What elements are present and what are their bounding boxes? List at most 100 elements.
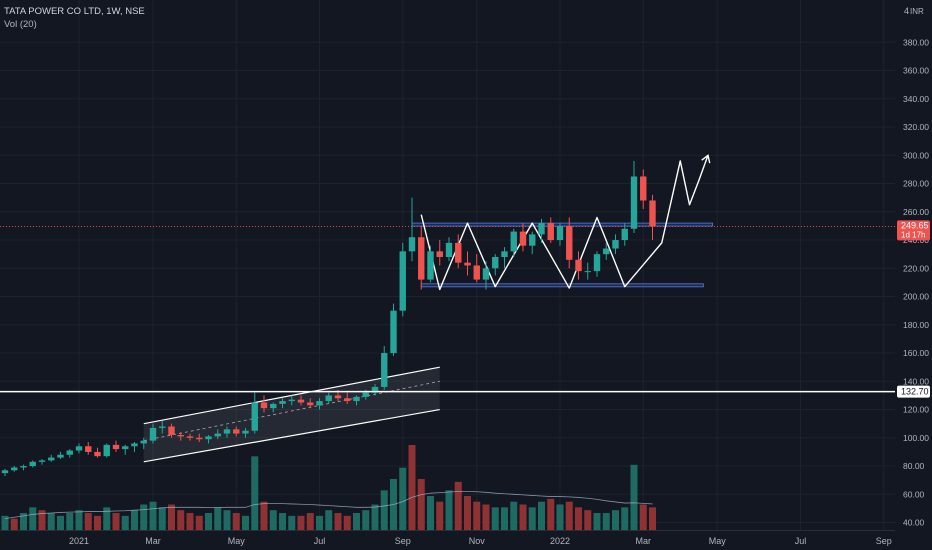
candle-body — [103, 444, 110, 457]
candle — [371, 384, 379, 396]
candle — [1, 468, 9, 476]
candle-body — [612, 240, 619, 249]
time-tick-label: 2022 — [550, 536, 570, 546]
volume-bar — [547, 498, 555, 530]
price-tick-label: 140.00 — [903, 376, 929, 386]
candle — [603, 242, 610, 260]
candle-body — [186, 436, 194, 438]
candle — [436, 240, 443, 266]
candle-body — [270, 403, 277, 409]
symbol-title: TATA POWER CO LTD, 1W, NSE — [4, 6, 145, 17]
candle — [584, 262, 591, 280]
volume-bar — [575, 507, 582, 530]
resistance-zone — [411, 222, 714, 227]
volume-bar — [482, 504, 490, 530]
time-tick-label: 2021 — [69, 536, 89, 546]
candle — [344, 392, 351, 404]
price-tick-label: 260.00 — [903, 207, 929, 217]
candle-body — [20, 466, 27, 468]
volume-bar — [565, 501, 573, 530]
candle — [279, 398, 286, 409]
candle-body — [519, 231, 527, 246]
candle — [510, 228, 517, 257]
price-tick-label: 300.00 — [903, 150, 929, 160]
candle-body — [482, 268, 490, 280]
volume-bar — [214, 507, 222, 530]
candle-body — [233, 429, 240, 434]
volume-bar — [408, 445, 416, 530]
price-axis[interactable]: 40.00 60.00 80.00 100.00 120.00 140.00 160.00 1… — [903, 37, 929, 527]
candle-body — [205, 436, 212, 440]
candle — [85, 442, 92, 455]
horizontal-line-badge: 132.70 — [897, 385, 930, 398]
candle — [547, 217, 554, 243]
candle — [297, 395, 305, 406]
candle-body — [445, 242, 453, 257]
candle — [381, 345, 388, 390]
candle-body — [168, 426, 175, 435]
candle-body — [131, 443, 138, 447]
candle — [223, 426, 231, 438]
candle-body — [547, 223, 554, 241]
time-tick-label: Jul — [314, 536, 326, 546]
candle — [57, 451, 64, 459]
candle-body — [196, 437, 203, 440]
volume-bar — [103, 507, 111, 530]
volume-bar — [205, 513, 212, 530]
price-tick-label: 320.00 — [903, 122, 929, 132]
candle-body — [344, 398, 351, 402]
volume-bar — [288, 515, 296, 530]
volume-bar — [75, 510, 83, 530]
candle-body — [649, 200, 656, 227]
volume-bar — [47, 513, 55, 530]
candle — [649, 194, 656, 241]
candle-body — [112, 444, 120, 450]
candle-body — [307, 402, 314, 406]
volume-bar — [630, 464, 638, 530]
volume-bar — [66, 513, 74, 530]
currency-label: INR — [910, 7, 924, 16]
volume-bar — [556, 504, 564, 530]
price-tick-label: 360.00 — [903, 66, 929, 76]
candle-body — [94, 451, 101, 457]
time-tick-label: Jul — [795, 536, 807, 546]
candle-body — [455, 242, 462, 263]
candle-body — [75, 446, 83, 451]
time-axis[interactable]: 2021 Mar May Jul Sep Nov 2022 Mar May Jul Sep — [69, 536, 892, 546]
candle — [492, 254, 499, 276]
volume-bar — [399, 467, 407, 530]
candle-body — [334, 395, 342, 399]
volume-bar — [427, 496, 434, 530]
candle — [399, 242, 406, 317]
price-tick-label: 380.00 — [903, 37, 929, 47]
candle-body — [566, 225, 573, 260]
volume-bar — [158, 507, 166, 530]
candle-body — [279, 401, 286, 404]
candle-body — [1, 470, 9, 474]
volume-bar — [223, 510, 231, 530]
last-price-badge: 249.65 1d 17h — [897, 220, 930, 241]
volume-bar — [140, 504, 148, 530]
candle-body — [436, 251, 443, 257]
price-tick-label: 280.00 — [903, 179, 929, 189]
price-tick-label: 60.00 — [903, 489, 925, 499]
candle — [48, 454, 55, 462]
volume-bar — [612, 510, 619, 530]
volume-bar — [177, 510, 185, 530]
candle-body — [242, 430, 249, 434]
candle-body — [353, 396, 360, 402]
volume-bar — [519, 504, 527, 530]
volume-bar — [131, 510, 138, 530]
candle — [103, 443, 110, 458]
volume-bar — [334, 513, 342, 530]
volume-bar — [510, 501, 518, 530]
pattern-zigzag — [420, 155, 709, 291]
candle — [418, 225, 425, 290]
candle — [482, 261, 490, 290]
volume-bar — [602, 513, 610, 530]
candle — [593, 251, 601, 277]
candle — [353, 395, 360, 406]
volume-bar — [528, 507, 536, 530]
last-price-badge-bg — [897, 220, 930, 241]
